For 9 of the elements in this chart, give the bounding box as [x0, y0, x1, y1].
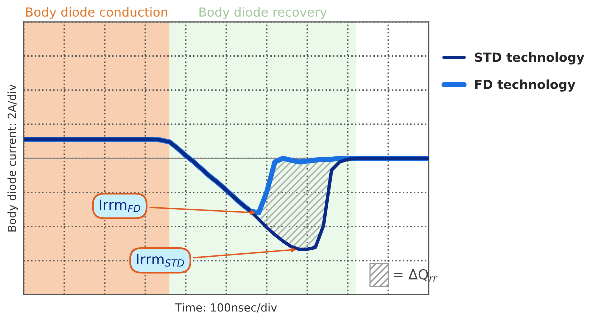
y-axis-title: Body diode current: 2A/div	[8, 84, 18, 232]
x-axis-title: Time: 100nsec/div	[176, 303, 278, 313]
text: Irrm$_{STD}$	[137, 254, 184, 267]
text: Body diode conduction	[26, 7, 168, 20]
legend-label: STD technology	[475, 52, 585, 65]
text: Body diode recovery	[200, 7, 328, 20]
text: = ΔQ$_{rr}$	[394, 269, 438, 282]
annotation: Irrm$_{FD}$	[100, 200, 140, 212]
legend-label: FD technology	[475, 80, 576, 92]
